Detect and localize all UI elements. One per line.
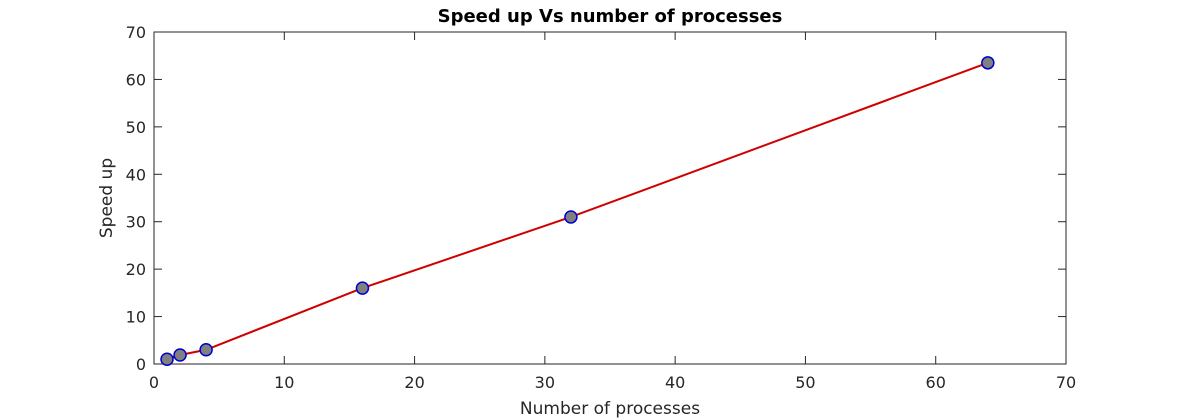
x-tick-label: 60 (926, 373, 946, 392)
y-tick-label: 40 (126, 165, 146, 184)
x-tick-label: 20 (404, 373, 424, 392)
x-axis: 0 10 20 30 40 50 60 70 (149, 32, 1076, 392)
series-group (160, 56, 995, 367)
plot-area (153, 31, 1067, 365)
data-point (564, 210, 578, 224)
data-point (160, 352, 174, 367)
y-tick-label: 60 (126, 70, 146, 89)
data-point (173, 348, 187, 362)
x-tick-label: 40 (665, 373, 685, 392)
chart-title: Speed up Vs number of processes (438, 6, 783, 27)
y-tick-label: 0 (136, 355, 146, 374)
y-tick-label: 20 (126, 260, 146, 279)
data-point (199, 343, 213, 357)
y-tick-label: 30 (126, 213, 146, 232)
data-point (981, 56, 995, 70)
x-axis-label: Number of processes (520, 399, 700, 419)
x-tick-label: 50 (795, 373, 815, 392)
x-tick-label: 70 (1056, 373, 1076, 392)
y-tick-label: 50 (126, 118, 146, 137)
x-tick-label: 30 (535, 373, 555, 392)
y-tick-label: 70 (126, 23, 146, 42)
y-axis-label: Speed up (97, 158, 117, 238)
y-axis: 0 10 20 30 40 50 60 70 (126, 23, 1066, 374)
data-point (355, 281, 370, 295)
y-tick-label: 10 (126, 308, 146, 327)
x-tick-label: 10 (274, 373, 294, 392)
x-tick-label: 0 (149, 373, 159, 392)
